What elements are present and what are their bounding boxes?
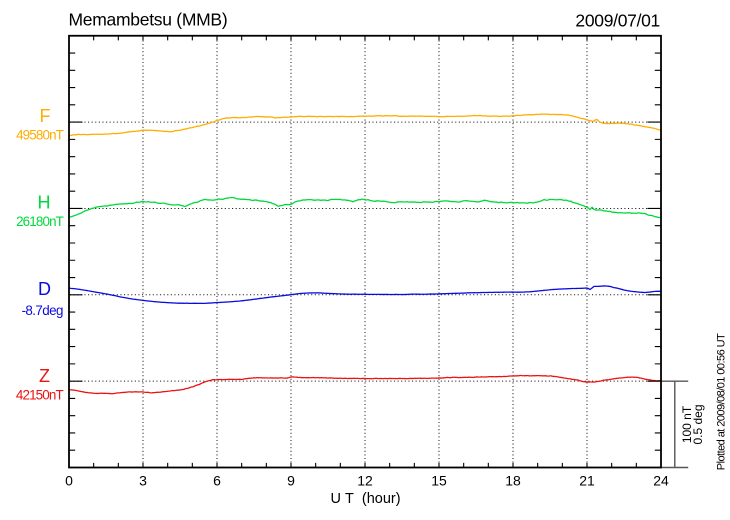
svg-text:Memambetsu (MMB): Memambetsu (MMB) [69, 10, 228, 30]
svg-text:D: D [38, 279, 51, 299]
svg-text:Z: Z [39, 366, 50, 386]
svg-text:3: 3 [139, 473, 147, 489]
svg-text:18: 18 [505, 473, 521, 489]
svg-text:49580nT: 49580nT [16, 128, 64, 143]
svg-text:H: H [38, 193, 51, 213]
svg-text:42150nT: 42150nT [16, 387, 64, 402]
svg-text:15: 15 [431, 473, 447, 489]
svg-text:-8.7deg: -8.7deg [22, 303, 63, 318]
svg-text:12: 12 [357, 473, 373, 489]
svg-text:2009/07/01: 2009/07/01 [575, 11, 660, 31]
svg-text:0: 0 [65, 473, 73, 489]
svg-text:26180nT: 26180nT [16, 214, 64, 229]
svg-text:100 nT: 100 nT [680, 405, 694, 443]
svg-text:9: 9 [287, 473, 295, 489]
svg-text:Plotted at 2009/08/01 00:56 UT: Plotted at 2009/08/01 00:56 UT [715, 333, 727, 470]
svg-text:6: 6 [213, 473, 221, 489]
svg-text:0.5 deg: 0.5 deg [691, 404, 705, 444]
svg-text:24: 24 [653, 473, 669, 489]
svg-text:F: F [40, 106, 51, 126]
svg-text:21: 21 [579, 473, 595, 489]
svg-text:U T (hour): U T (hour) [330, 491, 400, 507]
